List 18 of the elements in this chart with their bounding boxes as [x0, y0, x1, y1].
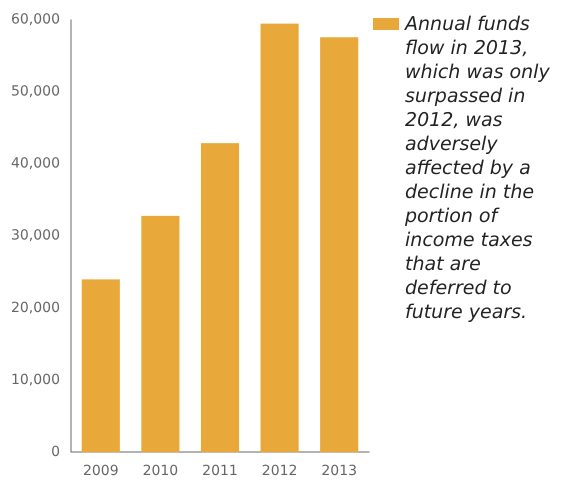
y-tick-label: 30,000 — [10, 228, 60, 244]
y-tick-label: 10,000 — [10, 372, 60, 388]
y-tick-label: 0 — [51, 444, 60, 460]
x-tick-label: 2012 — [262, 463, 298, 480]
bar — [320, 37, 358, 452]
y-tick-label: 40,000 — [10, 156, 60, 172]
x-tick-label: 2013 — [321, 463, 358, 480]
y-tick-label: 20,000 — [10, 300, 60, 316]
x-tick-label: 2011 — [202, 463, 238, 480]
bar — [200, 143, 240, 452]
text: Annual funds flow in 2013, which was only surpassed in 2012, was adversely affected by a decline in the portion of income taxes that are deferred to future years. — [405, 13, 550, 323]
y-tick-label: 50,000 — [10, 84, 60, 100]
bar — [141, 216, 180, 452]
y-tick-label: 60,000 — [10, 12, 60, 28]
bar — [82, 279, 120, 452]
x-tick-label: 2010 — [142, 463, 178, 480]
bar — [260, 24, 299, 452]
x-tick-label: 2009 — [82, 463, 119, 480]
